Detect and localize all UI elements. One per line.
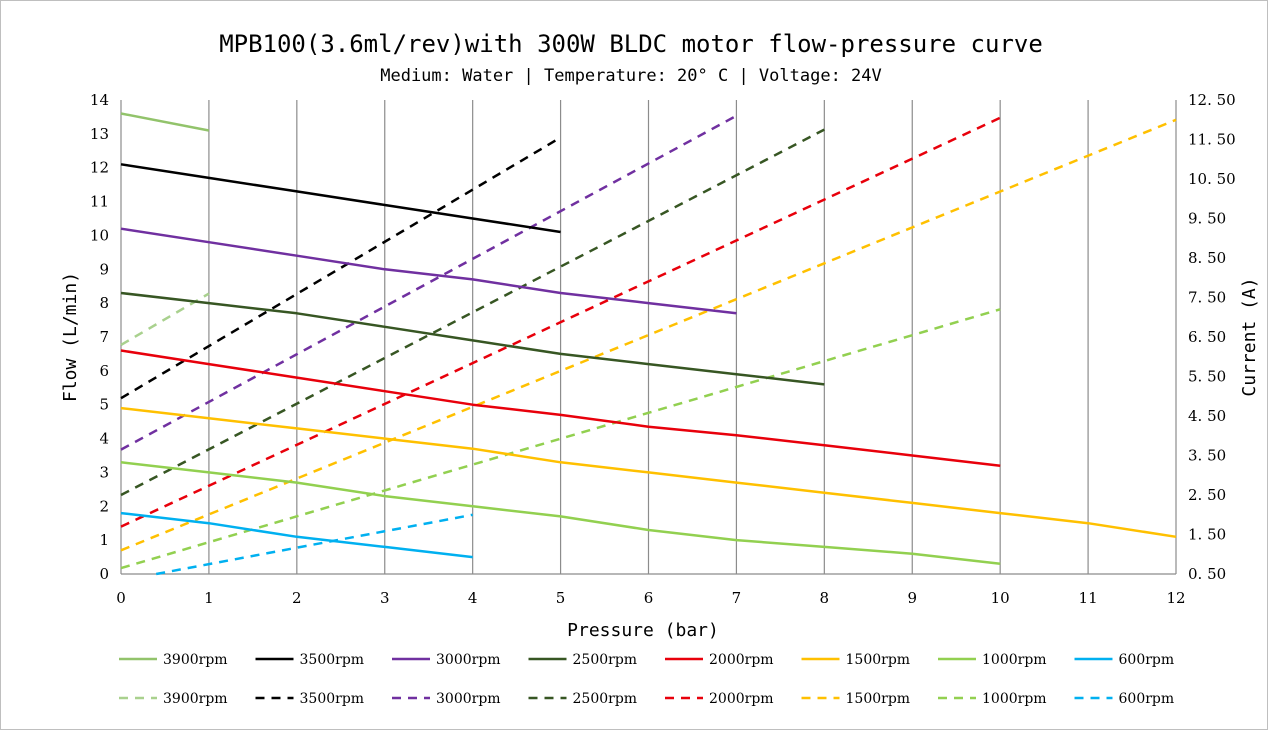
y-tick-label-0: 0 xyxy=(99,565,109,583)
y-tick-label-2: 2 xyxy=(99,497,109,515)
flow-line-1500rpm-5 xyxy=(120,406,1177,539)
y2-tick-label-8: 8. 50 xyxy=(1188,249,1226,267)
x-tick-label-8: 8 xyxy=(820,589,830,607)
legend-current-label-6: 1000rpm xyxy=(982,691,1047,707)
y2-tick-label-4: 4. 50 xyxy=(1188,407,1226,425)
legend-flow-label-0: 3900rpm xyxy=(163,652,228,668)
current-line-2000rpm-4 xyxy=(120,116,1001,528)
grid-lines xyxy=(120,100,1177,575)
legend-current-label-0: 3900rpm xyxy=(163,691,228,707)
y2-tick-label-9: 9. 50 xyxy=(1188,210,1226,228)
x-tick-label-4: 4 xyxy=(468,589,478,607)
x-tick-label-10: 10 xyxy=(991,589,1010,607)
legend: 3900rpm 3500rpm 3000rpm 2500rpm 2000rpm 1500r… xyxy=(119,652,1174,707)
flow-line-3900rpm-0 xyxy=(120,112,210,132)
y2-tick-label-0: 0. 50 xyxy=(1188,565,1226,583)
y-tick-label-8: 8 xyxy=(99,294,109,312)
plot-lines xyxy=(120,112,1177,576)
legend-flow-label-6: 1000rpm xyxy=(982,652,1047,668)
legend-flow-label-7: 600rpm xyxy=(1119,652,1175,668)
x-tick-label-12: 12 xyxy=(1166,589,1185,607)
current-line-1500rpm-5 xyxy=(120,118,1177,552)
y2-tick-label-12: 12. 50 xyxy=(1188,91,1236,109)
y-tick-label-1: 1 xyxy=(99,531,109,549)
x-tick-label-5: 5 xyxy=(556,589,566,607)
legend-flow-label-5: 1500rpm xyxy=(846,652,911,668)
flow-line-2500rpm-3 xyxy=(120,291,825,386)
legend-current-label-1: 3500rpm xyxy=(300,691,365,707)
x-tick-label-0: 0 xyxy=(116,589,126,607)
y-tick-label-13: 13 xyxy=(90,125,109,143)
y2-tick-label-11: 11. 50 xyxy=(1188,131,1236,149)
legend-current-label-3: 2500rpm xyxy=(573,691,638,707)
y-tick-label-4: 4 xyxy=(99,430,109,448)
legend-current-label-5: 1500rpm xyxy=(846,691,911,707)
legend-current-label-4: 2000rpm xyxy=(709,691,774,707)
y-axis-label: Flow (L/min) xyxy=(60,272,81,402)
current-line-3500rpm-1 xyxy=(120,136,562,400)
y-tick-label-7: 7 xyxy=(99,328,109,346)
current-line-2500rpm-3 xyxy=(120,128,825,497)
y-tick-label-3: 3 xyxy=(99,463,109,481)
x-tick-label-1: 1 xyxy=(204,589,214,607)
current-line-1000rpm-6 xyxy=(120,308,1001,570)
legend-flow-label-4: 2000rpm xyxy=(709,652,774,668)
y2-tick-label-3: 3. 50 xyxy=(1188,447,1226,465)
y-tick-label-14: 14 xyxy=(90,91,109,109)
x-axis-label: Pressure (bar) xyxy=(567,620,719,641)
flow-line-1000rpm-6 xyxy=(120,461,1001,566)
y2-tick-label-10: 10. 50 xyxy=(1188,170,1236,188)
x-tick-label-9: 9 xyxy=(907,589,917,607)
y-tick-label-6: 6 xyxy=(99,362,109,380)
y2-tick-label-6: 6. 50 xyxy=(1188,328,1226,346)
x-tick-label-7: 7 xyxy=(732,589,742,607)
legend-flow-label-3: 2500rpm xyxy=(573,652,638,668)
y2-tick-label-2: 2. 50 xyxy=(1188,486,1226,504)
flow-line-2000rpm-4 xyxy=(120,349,1001,467)
legend-current-label-2: 3000rpm xyxy=(436,691,501,707)
legend-current-label-7: 600rpm xyxy=(1119,691,1175,707)
chart-title: MPB100(3.6ml/rev)with 300W BLDC motor fl… xyxy=(219,30,1043,58)
legend-flow-label-2: 3000rpm xyxy=(436,652,501,668)
current-line-3000rpm-2 xyxy=(120,114,737,451)
x-tick-label-6: 6 xyxy=(644,589,654,607)
chart-subtitle: Medium: Water | Temperature: 20° C | Vol… xyxy=(380,66,882,86)
y-tick-label-9: 9 xyxy=(99,260,109,278)
y-tick-label-11: 11 xyxy=(90,193,109,211)
flow-line-3000rpm-2 xyxy=(120,227,737,315)
flow-line-3500rpm-1 xyxy=(120,163,561,234)
y2-tick-label-5: 5. 50 xyxy=(1188,368,1226,386)
y2-axis-label: Current (A) xyxy=(1239,277,1260,396)
y-tick-label-5: 5 xyxy=(99,396,109,414)
flow-line-600rpm-7 xyxy=(120,511,473,559)
x-tick-label-2: 2 xyxy=(292,589,302,607)
y2-tick-label-1: 1. 50 xyxy=(1188,526,1226,544)
legend-flow-label-1: 3500rpm xyxy=(300,652,365,668)
x-tick-label-3: 3 xyxy=(380,589,390,607)
y2-tick-label-7: 7. 50 xyxy=(1188,289,1226,307)
y-tick-label-10: 10 xyxy=(90,226,109,244)
y-tick-label-12: 12 xyxy=(90,159,109,177)
current-line-600rpm-7 xyxy=(155,513,473,576)
x-tick-label-11: 11 xyxy=(1079,589,1098,607)
